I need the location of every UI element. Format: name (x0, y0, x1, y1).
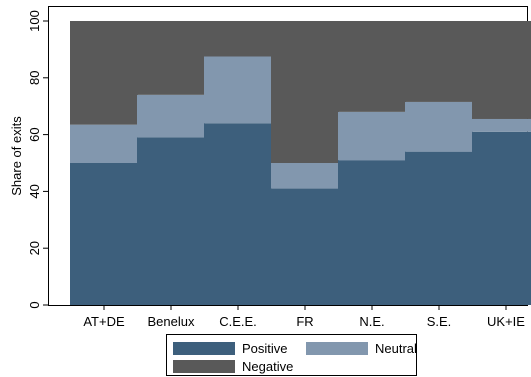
bar-negative-2 (137, 21, 205, 95)
y-axis-label: Share of exits (9, 116, 24, 196)
bar-neutral-1 (70, 124, 138, 163)
y-tick-label: 40 (27, 184, 42, 198)
x-ticks-group: AT+DE Benelux C.E.E. FR N.E. S.E. UK+IE (83, 305, 525, 329)
legend: Positive Neutral Negative (166, 334, 417, 376)
bar-positive-3 (204, 123, 272, 306)
y-tick-label: 20 (27, 241, 42, 255)
bars-group (70, 21, 531, 306)
bar-positive-5 (338, 160, 406, 305)
bar-positive-6 (405, 151, 473, 305)
legend-item-neutral: Neutral (306, 341, 417, 356)
bar-positive-2 (137, 137, 205, 305)
legend-label-positive: Positive (242, 341, 288, 356)
bar-negative-1 (70, 21, 138, 125)
legend-swatch-positive (173, 342, 235, 355)
bar-positive-1 (70, 163, 138, 305)
x-tick-label: Benelux (148, 314, 195, 329)
x-tick-label: AT+DE (83, 314, 125, 329)
bar-neutral-5 (338, 111, 406, 161)
x-tick-label: S.E. (427, 314, 452, 329)
y-tick-label: 0 (27, 301, 42, 308)
x-tick-label: UK+IE (487, 314, 525, 329)
y-tick-label: 80 (27, 71, 42, 85)
y-ticks-group: 0 20 40 60 80 100 (27, 10, 48, 309)
bar-negative-6 (405, 21, 473, 102)
legend-swatch-negative (173, 360, 235, 373)
legend-item-positive: Positive (173, 341, 288, 356)
bar-positive-7 (472, 131, 531, 305)
bar-neutral-6 (405, 101, 473, 152)
x-tick-label: FR (296, 314, 313, 329)
y-tick-label: 100 (27, 10, 42, 32)
bar-positive-4 (271, 188, 339, 305)
y-tick-label: 60 (27, 127, 42, 141)
bar-neutral-3 (204, 56, 272, 124)
x-tick-label: N.E. (359, 314, 384, 329)
bar-neutral-4 (271, 163, 339, 189)
bar-negative-7 (472, 21, 531, 119)
legend-item-negative: Negative (173, 359, 293, 374)
x-tick-label: C.E.E. (219, 314, 257, 329)
bar-negative-3 (204, 21, 272, 57)
bar-negative-5 (338, 21, 406, 112)
legend-label-negative: Negative (242, 359, 294, 374)
bar-neutral-7 (472, 118, 531, 132)
bar-neutral-2 (137, 94, 205, 138)
legend-swatch-neutral (306, 342, 368, 355)
bar-negative-4 (271, 21, 339, 163)
legend-label-neutral: Neutral (375, 341, 417, 356)
